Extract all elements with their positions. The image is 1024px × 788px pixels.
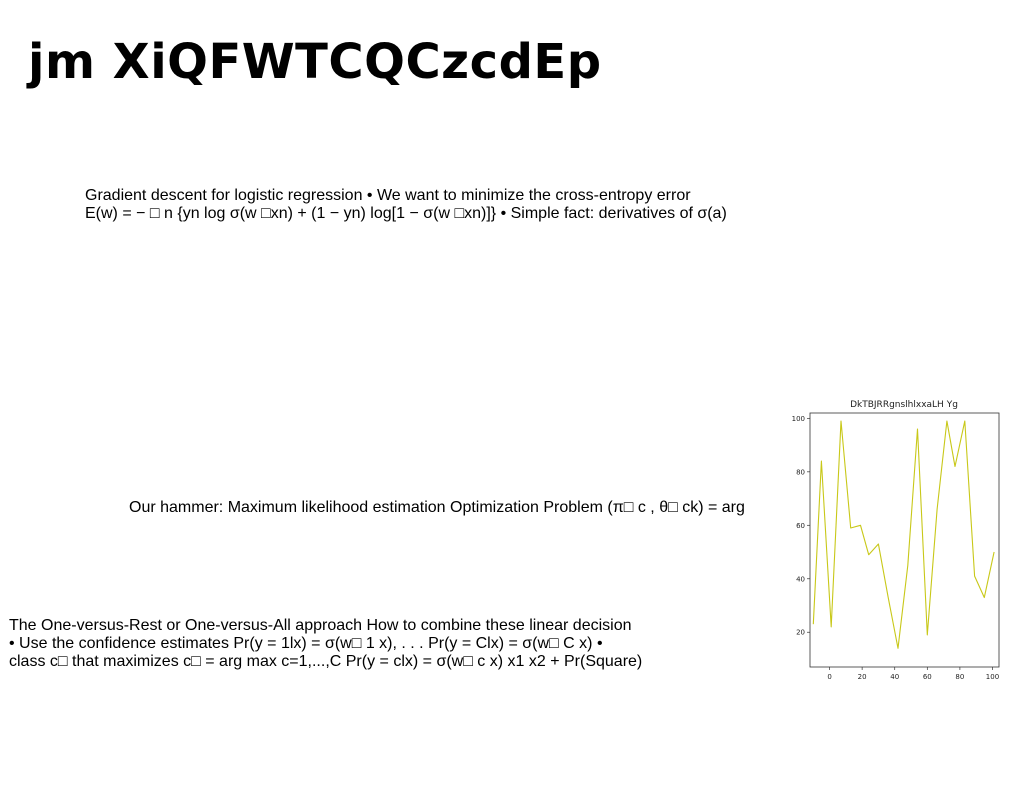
series-line	[812, 420, 995, 649]
text-line: The One-versus-Rest or One-versus-All ap…	[9, 617, 632, 634]
x-tick-label: 60	[923, 673, 932, 681]
gradient-descent-text: Gradient descent for logistic regression…	[85, 187, 727, 223]
y-tick-label: 60	[796, 522, 805, 530]
y-tick-label: 40	[796, 575, 805, 583]
line-chart: DkTBJRRgnslhlxxaLH Yg 0 20 40 60 80 100 20 40 60…	[776, 392, 1008, 692]
hammer-text: Our hammer: Maximum likelihood estimatio…	[129, 499, 745, 517]
y-tick-label: 80	[796, 468, 805, 476]
text-line: Gradient descent for logistic regression…	[85, 187, 691, 204]
x-tick-label: 80	[955, 673, 964, 681]
text-line: class c□ that maximizes c□ = arg max c=1…	[9, 653, 643, 670]
plot-area-frame	[809, 412, 1000, 668]
text-line: E(w) = − □ n {yn log σ(w □xn) + (1 − yn)…	[85, 205, 727, 222]
one-versus-rest-text: The One-versus-Rest or One-versus-All ap…	[9, 617, 642, 671]
x-tick-label: 40	[890, 673, 899, 681]
chart-title: DkTBJRRgnslhlxxaLH Yg	[850, 400, 958, 410]
axis-ticks: 0 20 40 60 80 100 20 40 60 80 100	[792, 415, 1000, 681]
slide-title: jm XiQFWTCQCzcdEp	[28, 34, 602, 90]
text-line: Our hammer: Maximum likelihood estimatio…	[129, 499, 745, 516]
x-tick-label: 100	[986, 673, 999, 681]
y-tick-label: 100	[792, 415, 805, 423]
y-tick-label: 20	[796, 629, 805, 637]
text-line: • Use the confidence estimates Pr(y = 1l…	[9, 635, 603, 652]
x-tick-label: 20	[858, 673, 867, 681]
line-chart-svg: DkTBJRRgnslhlxxaLH Yg 0 20 40 60 80 100 20 40 60…	[792, 400, 1000, 681]
x-tick-label: 0	[827, 673, 831, 681]
